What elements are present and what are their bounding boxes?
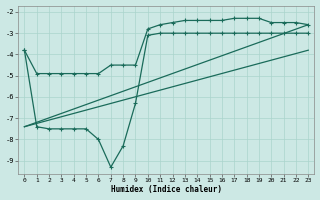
X-axis label: Humidex (Indice chaleur): Humidex (Indice chaleur) [111,185,222,194]
